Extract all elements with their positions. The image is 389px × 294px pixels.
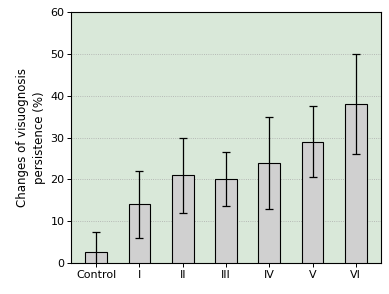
Bar (302, 142, 323, 263)
Bar (129, 204, 150, 263)
Bar (172, 175, 194, 263)
Bar (86, 253, 107, 263)
Bar (345, 104, 366, 263)
Y-axis label: Changes of visuognosis
persistence (%): Changes of visuognosis persistence (%) (16, 68, 46, 207)
Bar (215, 179, 237, 263)
Bar (258, 163, 280, 263)
